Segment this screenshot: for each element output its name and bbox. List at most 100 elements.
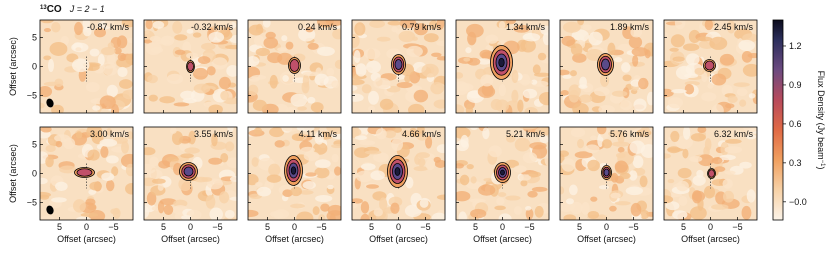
noise [218,76,231,90]
noise [741,205,752,220]
noise [722,178,733,189]
noise [466,23,484,38]
colorbar-tick-label: −0.0 [789,197,807,207]
noise [313,142,328,155]
panel-image [248,20,341,113]
panel: 4.66 km/s 5 0 −5 Offset (arcsec) [351,126,446,244]
noise [596,127,607,135]
noise [253,35,265,46]
panel: 1.89 km/s [559,19,654,114]
noise [315,195,333,203]
velocity-label: 0.24 km/s [298,22,338,32]
noise [97,54,105,66]
noise [302,180,316,190]
noise [514,137,531,152]
noise [373,77,391,89]
velocity-label: 1.34 km/s [506,22,546,32]
noise [534,205,544,218]
noise [127,131,133,140]
noise [99,95,116,110]
noise [572,53,587,63]
noise [431,52,442,57]
noise [45,156,54,168]
noise [251,157,259,167]
noise [379,98,394,110]
panel-image [40,20,133,113]
noise [511,69,519,84]
noise [419,198,429,208]
noise [296,211,314,220]
noise [206,178,224,190]
noise [622,74,632,82]
noise [570,43,583,56]
noise [94,27,106,38]
noise [724,170,736,175]
x-axis-label: Offset (arcsec) [681,234,740,244]
noise [459,174,470,186]
noise [664,88,674,98]
noise [572,102,589,113]
noise [701,71,708,83]
noise [590,135,597,141]
noise [201,177,213,182]
noise [219,191,230,204]
contour [183,166,194,177]
noise [361,84,372,94]
noise [609,205,617,212]
noise [704,138,712,151]
noise [436,40,445,47]
noise [152,21,165,29]
noise [614,57,623,63]
noise [565,198,574,205]
noise [89,48,100,57]
noise [352,85,358,92]
panel: 6.32 km/s 5 0 −5 Offset (arcsec) [663,126,758,244]
noise [72,199,86,213]
panel: 5.76 km/s 5 0 −5 Offset (arcsec) [559,126,654,244]
noise [466,164,474,170]
velocity-label: 4.11 km/s [299,129,338,139]
noise [316,46,335,56]
noise [632,155,644,169]
noise [248,24,264,36]
noise [665,201,680,211]
noise [212,57,228,70]
noise [633,75,641,82]
noise [628,36,643,49]
noise [296,127,315,132]
noise [186,52,199,59]
noise [364,150,382,155]
noise [456,127,471,139]
noise [593,87,610,97]
y-tick-label: 5 [32,139,37,149]
noise [320,203,330,212]
noise [638,77,649,90]
x-tick-label: 0 [500,222,505,232]
noise [579,76,587,88]
noise [574,151,593,159]
noise [610,192,621,199]
noise [494,205,506,211]
noise [366,60,381,74]
noise [391,138,403,151]
noise [355,63,367,77]
noise [456,140,469,152]
noise [125,53,133,66]
noise [528,171,541,178]
noise [165,156,179,162]
noise [268,163,281,177]
noise [640,127,651,136]
noise [157,200,165,214]
noise [40,20,54,24]
noise [174,49,186,55]
noise [117,66,128,78]
noise [719,154,736,161]
noise [208,104,223,113]
noise [463,57,471,62]
noise [498,213,512,220]
noise [409,127,417,134]
noise [542,32,549,46]
x-tick-label: 0 [292,222,297,232]
panel-image [560,20,653,113]
